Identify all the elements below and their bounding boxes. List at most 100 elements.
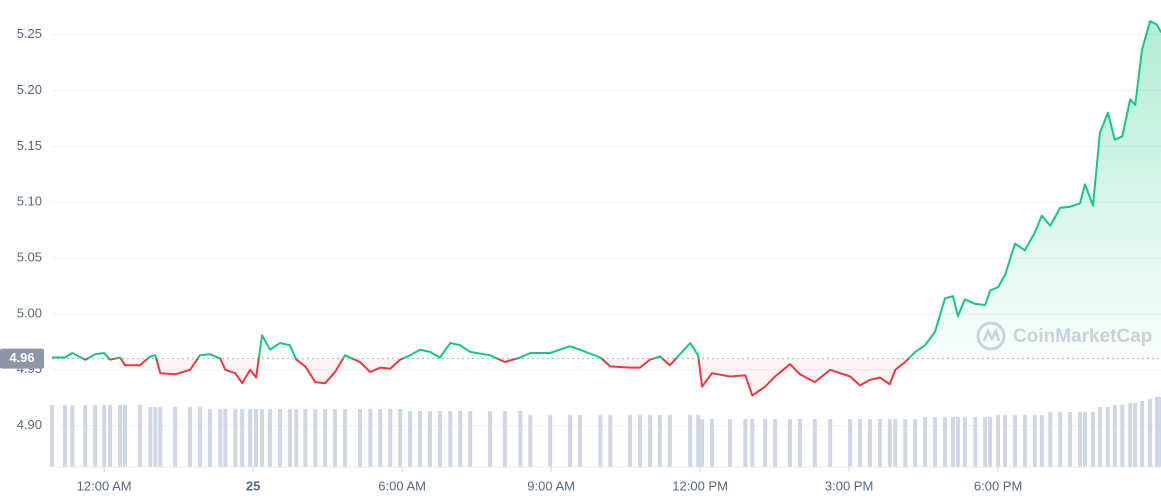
- volume-bar: [408, 411, 413, 467]
- volume-bars: [50, 397, 1161, 467]
- volume-bar: [710, 419, 715, 467]
- volume-bar: [248, 409, 253, 467]
- volume-bar: [137, 405, 142, 467]
- volume-bar: [743, 419, 748, 467]
- volume-bar: [502, 411, 507, 467]
- volume-bar: [750, 419, 755, 467]
- volume-bar: [1090, 412, 1095, 467]
- volume-bar: [260, 409, 265, 467]
- volume-bar: [848, 419, 853, 467]
- watermark: CoinMarketCap: [976, 321, 1152, 351]
- volume-bar: [773, 419, 778, 467]
- x-tick-label: 12:00 PM: [672, 478, 728, 493]
- volume-bar: [468, 411, 473, 467]
- volume-bar: [218, 409, 223, 467]
- price-area: [52, 21, 1161, 396]
- volume-bar: [867, 419, 872, 467]
- volume-bar: [50, 405, 54, 467]
- volume-bar: [62, 405, 67, 467]
- volume-bar: [197, 407, 202, 467]
- volume-bar: [1039, 415, 1044, 467]
- volume-bar: [333, 409, 338, 467]
- grid: [52, 34, 1161, 427]
- x-tick-label: 12:00 AM: [77, 478, 132, 493]
- volume-bar: [657, 415, 662, 467]
- y-tick-label: 5.05: [17, 250, 42, 265]
- volume-bar: [913, 419, 918, 467]
- volume-bar: [448, 411, 453, 467]
- y-tick-label: 5.15: [17, 138, 42, 153]
- volume-bar: [1133, 403, 1138, 467]
- volume-bar: [942, 417, 947, 467]
- volume-bar: [207, 409, 212, 467]
- volume-bar: [83, 405, 88, 467]
- volume-bar: [887, 419, 892, 467]
- volume-bar: [763, 419, 768, 467]
- volume-bar: [1003, 415, 1008, 467]
- volume-bar: [158, 407, 163, 467]
- x-tick-label: 6:00 AM: [378, 478, 426, 493]
- volume-bar: [1058, 412, 1063, 467]
- volume-bar: [518, 411, 523, 467]
- volume-bar: [700, 419, 705, 467]
- volume-bar: [173, 407, 178, 467]
- volume-bar: [1140, 401, 1145, 467]
- volume-bar: [287, 409, 292, 467]
- volume-bar: [357, 409, 362, 467]
- volume-bar: [1078, 412, 1083, 467]
- volume-bar: [1159, 397, 1161, 467]
- volume-bar: [148, 407, 153, 467]
- volume-bar: [378, 409, 383, 467]
- volume-bar: [254, 409, 259, 467]
- volume-bar: [188, 407, 193, 467]
- volume-bar: [277, 409, 282, 467]
- volume-bar: [577, 415, 582, 467]
- volume-bar: [933, 417, 938, 467]
- volume-bar: [528, 415, 533, 467]
- volume-bar: [368, 409, 373, 467]
- volume-bar: [323, 409, 328, 467]
- volume-bar: [294, 409, 299, 467]
- volume-bar: [70, 405, 75, 467]
- volume-bar: [488, 411, 493, 467]
- x-tick-label: 9:00 AM: [527, 478, 575, 493]
- volume-bar: [102, 405, 107, 467]
- x-tick-label: 25: [246, 478, 260, 493]
- volume-bar: [893, 419, 898, 467]
- y-tick-label: 5.25: [17, 26, 42, 41]
- volume-bar: [268, 409, 273, 467]
- volume-bar: [1068, 412, 1073, 467]
- reference-label-box: [0, 348, 44, 369]
- y-tick-label: 5.10: [17, 194, 42, 209]
- volume-bar: [877, 419, 882, 467]
- volume-bar: [153, 407, 158, 467]
- volume-bar: [903, 419, 908, 467]
- y-tick-label: 5.20: [17, 82, 42, 97]
- plot: [52, 20, 1161, 397]
- volume-bar: [1120, 405, 1125, 467]
- volume-bar: [548, 415, 553, 467]
- price-line: [52, 20, 1161, 397]
- volume-bar: [1128, 403, 1133, 467]
- volume-bar: [828, 419, 833, 467]
- volume-bar: [667, 415, 672, 467]
- volume-bar: [647, 415, 652, 467]
- volume-bar: [240, 409, 245, 467]
- volume-bar: [123, 405, 128, 467]
- volume-bar: [638, 415, 643, 467]
- volume-bar: [1097, 407, 1102, 467]
- volume-bar: [418, 411, 423, 467]
- volume-bar: [233, 409, 238, 467]
- volume-bar: [93, 405, 98, 467]
- volume-bar: [1032, 415, 1037, 467]
- volume-bar: [955, 417, 960, 467]
- volume-bar: [1048, 412, 1053, 467]
- volume-bar: [628, 415, 633, 467]
- volume-bar: [973, 417, 978, 467]
- volume-bar: [1155, 397, 1160, 467]
- volume-bar: [388, 409, 393, 467]
- volume-bar: [458, 411, 463, 467]
- volume-bar: [983, 417, 988, 467]
